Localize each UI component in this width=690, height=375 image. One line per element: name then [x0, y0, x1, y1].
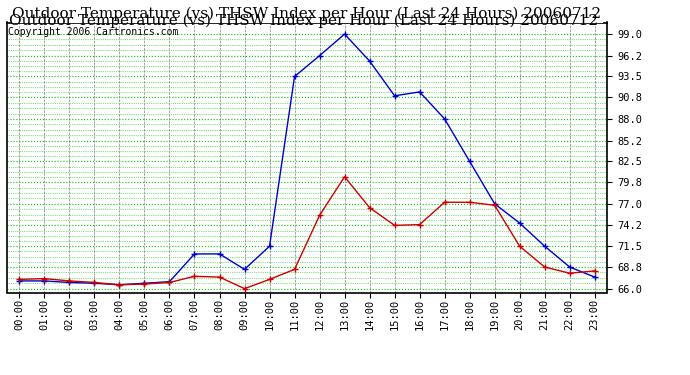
Title: Outdoor Temperature (vs) THSW Index per Hour (Last 24 Hours) 20060712: Outdoor Temperature (vs) THSW Index per …	[12, 7, 602, 21]
Text: Copyright 2006 Cartronics.com: Copyright 2006 Cartronics.com	[8, 27, 179, 36]
Text: Outdoor Temperature (vs) THSW Index per Hour (Last 24 Hours) 20060712: Outdoor Temperature (vs) THSW Index per …	[9, 13, 598, 27]
